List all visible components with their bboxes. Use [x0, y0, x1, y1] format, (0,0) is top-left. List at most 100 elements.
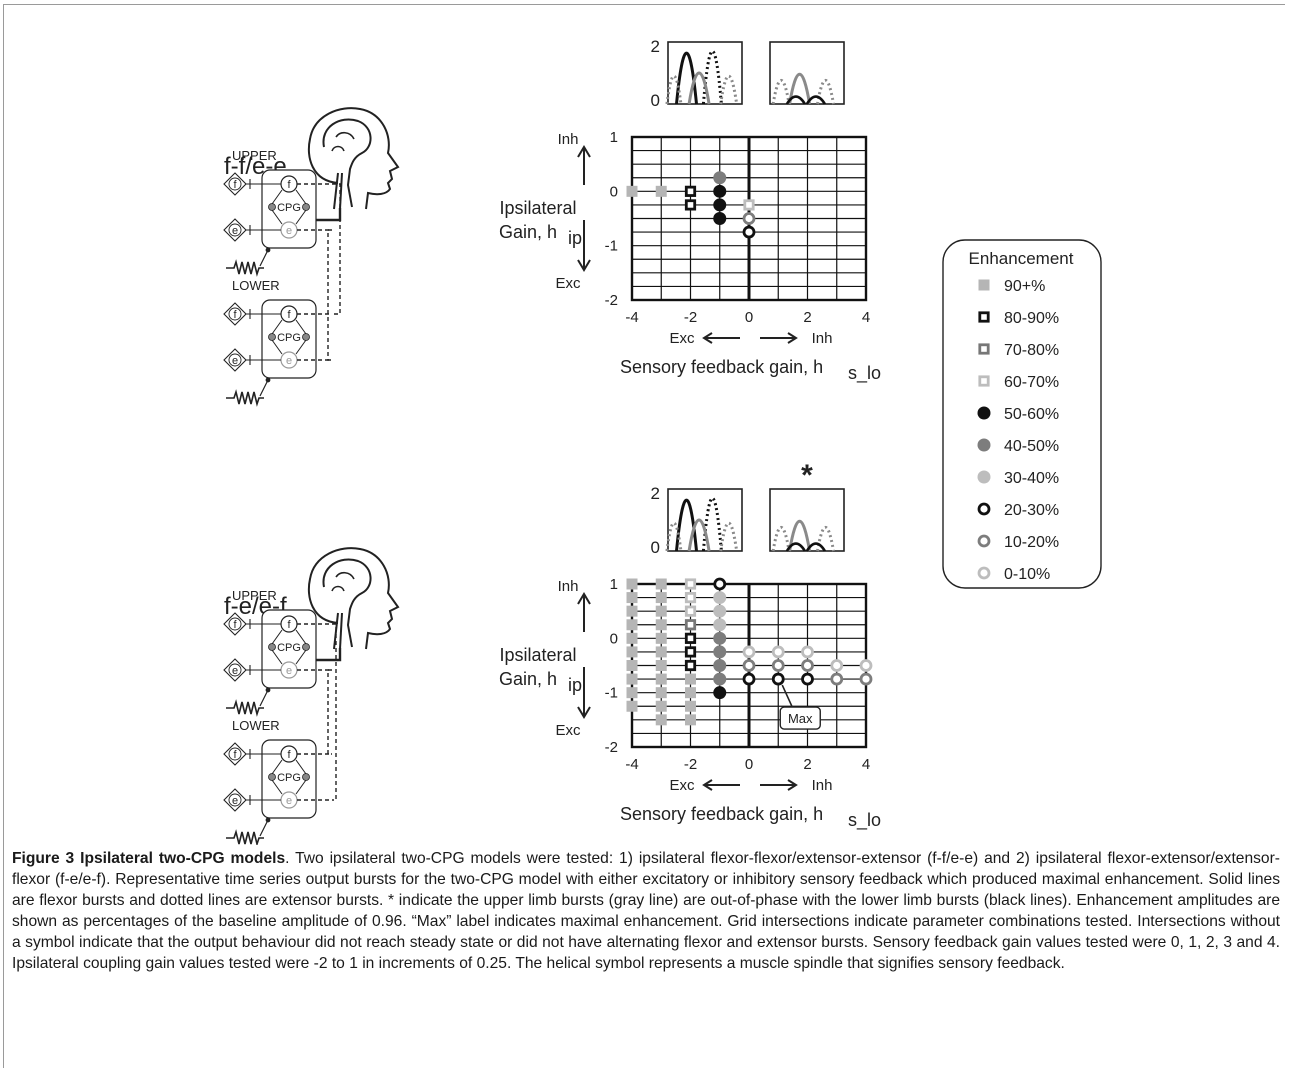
x-left-arrow: [702, 779, 740, 791]
upper-input-f-circle: [228, 177, 242, 191]
upper-output-lines: [297, 623, 332, 671]
legend-item: 60-70%: [978, 374, 1059, 391]
lower-input-f-line: [246, 749, 281, 759]
inset-ymin-label: 0: [651, 538, 660, 557]
brain-icon: [307, 107, 399, 210]
data-point: [655, 632, 667, 644]
upper-input-e-line: [246, 225, 281, 235]
legend-item-label: 40-50%: [1004, 438, 1059, 455]
data-point: [830, 659, 844, 672]
lower-flexor-node-label: f: [287, 309, 291, 321]
x-tick-label: -2: [684, 309, 697, 326]
lower-cpg-connections: [271, 759, 307, 795]
upper-input-f-label: f: [233, 619, 237, 631]
data-point: [713, 591, 727, 605]
x-inh-label: Inh: [812, 330, 833, 347]
data-point: [684, 646, 697, 658]
legend-item-label: 50-60%: [1004, 406, 1059, 423]
upper-cpg-connections: [271, 189, 307, 225]
flexor-burst-upper: [687, 71, 711, 105]
upper-cpg-synapse-left: [268, 203, 276, 211]
data-point: [655, 714, 667, 726]
x-tick-label: 0: [745, 756, 753, 773]
data-point: [742, 645, 756, 659]
legend-item-label: 30-40%: [1004, 470, 1059, 487]
inset-ymin-label: 0: [651, 91, 660, 110]
legend-marker: [978, 343, 990, 355]
data-point: [743, 199, 755, 211]
data-point: [655, 687, 667, 699]
y-up-arrow: [577, 592, 591, 632]
data-point: [626, 700, 638, 712]
data-point: [655, 592, 667, 604]
burst-inset-1: [665, 488, 743, 552]
legend-item: 10-20%: [977, 534, 1059, 551]
data-point: [685, 687, 696, 699]
lower-input-f-label: f: [233, 309, 237, 321]
out-of-phase-asterisk: *: [801, 459, 813, 492]
data-point: [742, 212, 756, 225]
data-point: [684, 199, 697, 211]
inset-ymax-label: 2: [651, 484, 660, 503]
upper-input-f-label: f: [233, 179, 237, 191]
lower-spindle-icon: [225, 831, 265, 845]
data-point: [655, 646, 667, 658]
upper-cpg: UPPER f e CPG f e: [223, 148, 332, 275]
upper-label: UPPER: [232, 148, 277, 163]
x-right-arrow: [760, 332, 798, 344]
x-tick-label: 4: [862, 756, 870, 773]
data-point: [742, 672, 756, 686]
legend-item: 40-50%: [977, 438, 1059, 455]
max-pointer: [781, 684, 793, 708]
data-point: [801, 672, 814, 686]
legend-marker: [977, 534, 991, 548]
data-point: [685, 714, 696, 726]
upper-input-f-line: [246, 619, 281, 629]
burst-inset-2: [769, 41, 845, 105]
legend-title: Enhancement: [969, 249, 1074, 268]
legend-item-label: 0-10%: [1004, 566, 1050, 583]
upper-extensor-node-label: e: [286, 225, 292, 237]
data-point: [626, 605, 638, 617]
data-point: [655, 673, 667, 685]
lower-input-e-label: e: [232, 355, 238, 367]
y-down-arrow: [577, 667, 591, 719]
flexor-burst-upper: [788, 72, 812, 105]
x-tick-label: -4: [625, 309, 638, 326]
data-point: [655, 578, 667, 590]
data-point: [626, 673, 638, 685]
data-point: [713, 604, 727, 618]
legend-marker: [978, 311, 990, 323]
y-axis-label-line1: Ipsilateral: [499, 645, 576, 665]
extensor-burst-upper: [771, 526, 835, 552]
data-point: [655, 605, 667, 617]
legend-item-label: 60-70%: [1004, 374, 1059, 391]
legend-item-label: 10-20%: [1004, 534, 1059, 551]
legend-item-label: 20-30%: [1004, 502, 1059, 519]
lower-input-f-label: f: [233, 749, 237, 761]
upper-input-e-circle: [228, 663, 242, 677]
lower-cpg-label: CPG: [277, 772, 301, 784]
data-point: [626, 592, 638, 604]
upper-input-f-line: [246, 179, 281, 189]
x-right-arrow: [760, 779, 798, 791]
data-point: [859, 659, 873, 672]
lower-spindle-dot: [265, 377, 271, 383]
lower-spindle-link: [259, 819, 269, 837]
upper-label: UPPER: [232, 588, 277, 603]
data-point: [801, 645, 814, 659]
y-axis-label-line2: Gain, h: [499, 222, 557, 242]
enhancement-legend: Enhancement 90+% 80-90% 70-80% 60-70% 50-60% 4…: [942, 239, 1102, 589]
upper-cpg-label: CPG: [277, 642, 301, 654]
bursts-lower: [785, 542, 826, 552]
lower-input-e-label: e: [232, 795, 238, 807]
upper-input-e-line: [246, 665, 281, 675]
data-point: [684, 578, 697, 590]
y-tick-label: -2: [605, 739, 618, 756]
legend-item: 20-30%: [977, 502, 1059, 519]
data-point: [713, 212, 727, 225]
data-point: [713, 171, 727, 185]
lower-spindle-link: [259, 379, 269, 397]
data-point: [655, 185, 667, 197]
